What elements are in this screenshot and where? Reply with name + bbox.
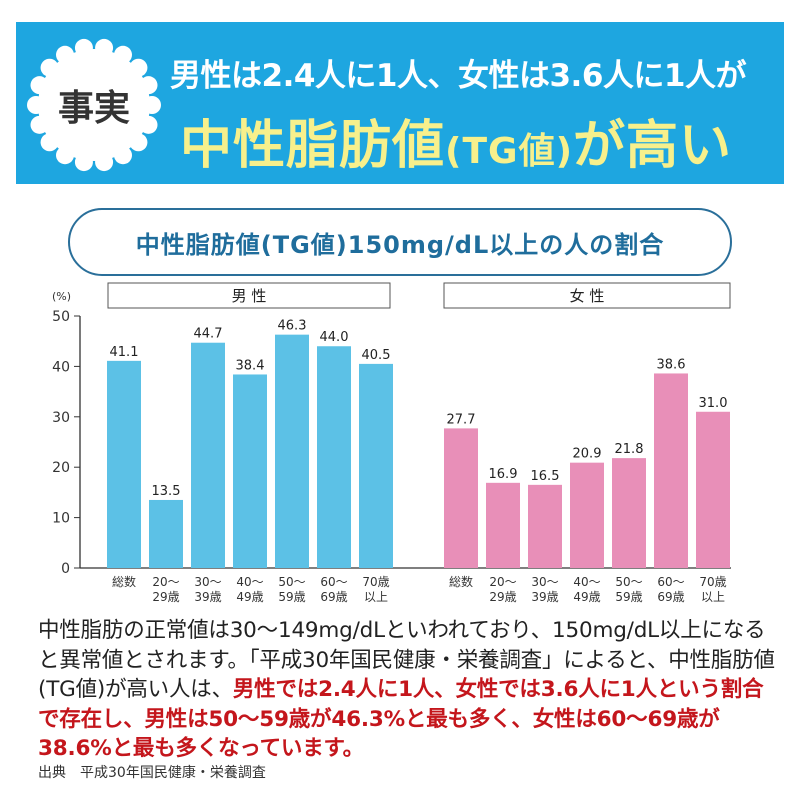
- y-tick-label: 50: [52, 309, 70, 325]
- panel-header-box: [443, 282, 731, 309]
- x-tick-label: 20～: [152, 575, 179, 589]
- bar: [486, 482, 520, 568]
- x-tick-label: 30～: [194, 575, 221, 589]
- bar-value-label: 38.4: [236, 358, 265, 373]
- headline-main: 中性脂肪値: [180, 116, 446, 176]
- x-tick-label: 50～: [615, 575, 642, 589]
- x-tick-label: 69歳: [657, 590, 684, 604]
- source-citation: 出典 平成30年国民健康・栄養調査: [38, 765, 266, 781]
- x-tick-label: 40～: [236, 575, 263, 589]
- badge-bump: [40, 133, 59, 152]
- x-tick-label: 60～: [320, 575, 347, 589]
- bar-value-label: 31.0: [699, 396, 728, 411]
- x-tick-label: 39歳: [194, 590, 221, 604]
- bar: [191, 342, 225, 568]
- bar: [654, 373, 688, 568]
- x-tick-label: 70歳: [362, 575, 389, 589]
- badge-bump: [74, 38, 93, 57]
- bar: [233, 374, 267, 568]
- x-tick-label: 総数: [449, 574, 473, 589]
- y-tick-label: 40: [52, 359, 70, 375]
- bar: [149, 499, 183, 568]
- badge-bump: [129, 133, 148, 152]
- x-tick-label: 49歳: [236, 590, 263, 604]
- bar: [275, 334, 309, 568]
- badge-bump: [143, 96, 161, 114]
- bar-value-label: 21.8: [615, 442, 644, 457]
- bar: [359, 363, 393, 568]
- y-tick-label: 0: [61, 561, 70, 577]
- badge-bump: [114, 146, 132, 165]
- bar-value-label: 44.7: [194, 327, 223, 342]
- bar-value-label: 16.5: [531, 469, 560, 484]
- bar-value-label: 38.6: [657, 357, 686, 372]
- bar: [107, 360, 141, 568]
- bar: [612, 458, 646, 568]
- x-tick-label: 59歳: [278, 590, 305, 604]
- badge-bump: [95, 153, 114, 172]
- x-tick-label: 59歳: [615, 590, 642, 604]
- bar-value-label: 13.5: [152, 484, 181, 499]
- x-tick-label: 50～: [278, 575, 305, 589]
- badge-bump: [139, 115, 158, 134]
- badge-bump: [56, 146, 74, 165]
- x-tick-label: 70歳: [699, 575, 726, 589]
- y-tick-label: 20: [52, 460, 70, 476]
- bar: [528, 484, 562, 568]
- bar-value-label: 40.5: [362, 348, 391, 363]
- x-tick-label: 30～: [531, 575, 558, 589]
- description-text: 中性脂肪の正常値は30～149mg/dLといわれており、150mg/dL以上にな…: [38, 618, 775, 702]
- y-tick-label: 30: [52, 410, 70, 426]
- badge-bump: [27, 96, 45, 114]
- description-highlight: 男性では2.4人に1人、女性では3.6人に1人という割合で存在し、男性は50～5…: [38, 677, 764, 761]
- badge-bump: [40, 58, 59, 77]
- x-tick-label: 60～: [657, 575, 684, 589]
- x-tick-label: 39歳: [531, 590, 558, 604]
- bar: [317, 346, 351, 568]
- fact-badge: 事実: [57, 88, 130, 129]
- badge-bump: [30, 115, 49, 134]
- x-tick-label: 69歳: [320, 590, 347, 604]
- bar-value-label: 44.0: [320, 330, 349, 345]
- badge-bump: [129, 58, 148, 77]
- bar-value-label: 20.9: [573, 447, 602, 462]
- badge-bump: [114, 45, 132, 64]
- panel-header-box: [107, 282, 391, 309]
- badge-bump: [139, 76, 158, 95]
- badge-circle: [38, 49, 150, 161]
- x-tick-label: 総数: [112, 574, 136, 589]
- badge-bump: [95, 38, 114, 57]
- bar-value-label: 41.1: [110, 345, 139, 360]
- x-tick-label: 29歳: [489, 590, 516, 604]
- bar: [696, 411, 730, 568]
- badge-bump: [30, 76, 49, 95]
- headline-paren: (TG値): [445, 131, 574, 172]
- x-tick-label: 29歳: [152, 590, 179, 604]
- bar: [444, 428, 478, 568]
- panel-header-label: 男 性: [232, 287, 267, 305]
- panel-header-label: 女 性: [570, 287, 605, 305]
- bar: [570, 462, 604, 568]
- headline-line1: 男性は2.4人に1人、女性は3.6人に1人が: [170, 58, 746, 94]
- x-tick-label: 20～: [489, 575, 516, 589]
- bar-value-label: 46.3: [278, 319, 307, 334]
- x-tick-label: 以上: [364, 590, 388, 604]
- headline-line2: 中性脂肪値(TG値)が高い: [180, 103, 732, 178]
- headline-tail: が高い: [573, 116, 733, 176]
- y-axis-unit: (%): [52, 290, 71, 303]
- badge-burst-icon: [27, 38, 161, 172]
- y-tick-label: 10: [52, 511, 70, 527]
- bar-value-label: 16.9: [489, 467, 518, 482]
- bar-value-label: 27.7: [447, 412, 476, 427]
- badge-bump: [56, 45, 74, 64]
- chart-title: 中性脂肪値(TG値)150mg/dL以上の人の割合: [68, 208, 732, 276]
- x-tick-label: 49歳: [573, 590, 600, 604]
- x-tick-label: 以上: [701, 590, 725, 604]
- badge-bump: [74, 153, 93, 172]
- x-tick-label: 40～: [573, 575, 600, 589]
- description-paragraph: 中性脂肪の正常値は30～149mg/dLといわれており、150mg/dL以上にな…: [38, 616, 778, 764]
